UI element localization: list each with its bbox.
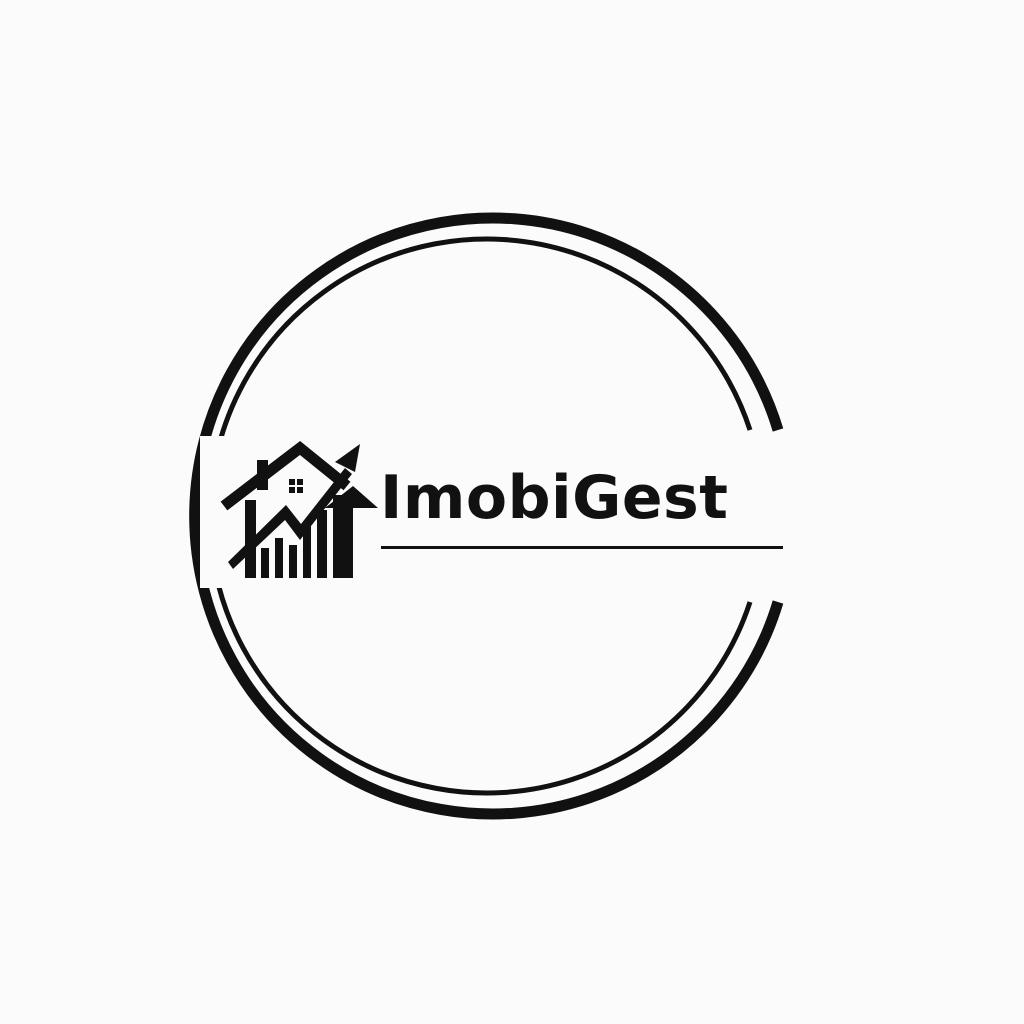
outer-ring (189, 212, 784, 820)
brand-name: ImobiGest (380, 463, 729, 533)
brand-underline (381, 546, 783, 549)
house-with-rising-chart-arrow-icon (220, 441, 378, 578)
